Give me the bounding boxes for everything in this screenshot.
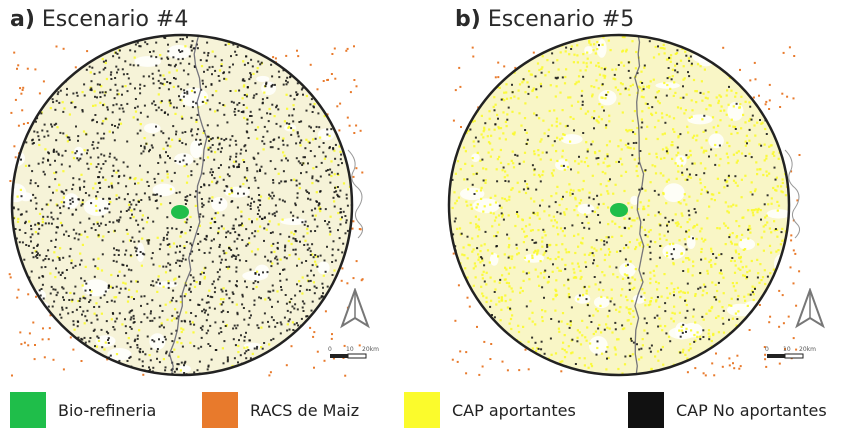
racs-outside-layer [451,46,801,377]
legend-item-bio-refineria: Bio-refineria [10,392,156,428]
legend-item-racs-de-maiz: RACS de Maiz [202,392,359,428]
legend-item-cap-no-aportantes: CAP No aportantes [628,392,827,428]
scale-label-20km: 20km [799,346,816,353]
panel-title-text: Escenario #4 [41,7,189,32]
legend-label: CAP No aportantes [676,400,827,420]
scale-bar: 0 10 20km [765,346,816,359]
scale-bar: 0 10 20km [328,346,379,359]
panel-title: b) Escenario #5 [455,6,634,34]
panel-letter: a) [10,7,35,32]
legend-swatch [202,392,238,428]
racs-outside-layer [8,45,364,377]
north-arrow-icon [795,288,825,329]
scale-label-20km: 20km [362,346,379,353]
legend-swatch [10,392,46,428]
supply-radius-circle [447,33,791,377]
legend-item-cap-aportantes: CAP aportantes [404,392,576,428]
panel-letter: b) [455,7,481,32]
supply-radius-circle [10,33,354,377]
panel-title-text: Escenario #5 [487,7,635,32]
legend: Bio-refineria RACS de Maiz CAP aportante… [0,392,866,428]
scale-label-10: 10 [346,346,354,353]
map-escenario-4 [8,33,364,377]
bio-refineria-marker [610,203,628,217]
map-panel-escenario-5: b) Escenario #5 0 10 20km [433,0,866,380]
legend-swatch [628,392,664,428]
legend-swatch [404,392,440,428]
map-escenario-5 [447,33,801,377]
north-arrow-icon [340,288,370,329]
bio-refineria-marker [171,205,189,219]
scale-label-0: 0 [328,346,332,353]
legend-label: RACS de Maiz [250,400,360,420]
panel-title: a) Escenario #4 [10,6,188,34]
legend-label: Bio-refineria [58,400,157,420]
scale-label-10: 10 [783,346,791,353]
map-panel-escenario-4: a) Escenario #4 0 10 20km [0,0,433,380]
scale-label-0: 0 [765,346,769,353]
legend-label: CAP aportantes [452,400,576,420]
